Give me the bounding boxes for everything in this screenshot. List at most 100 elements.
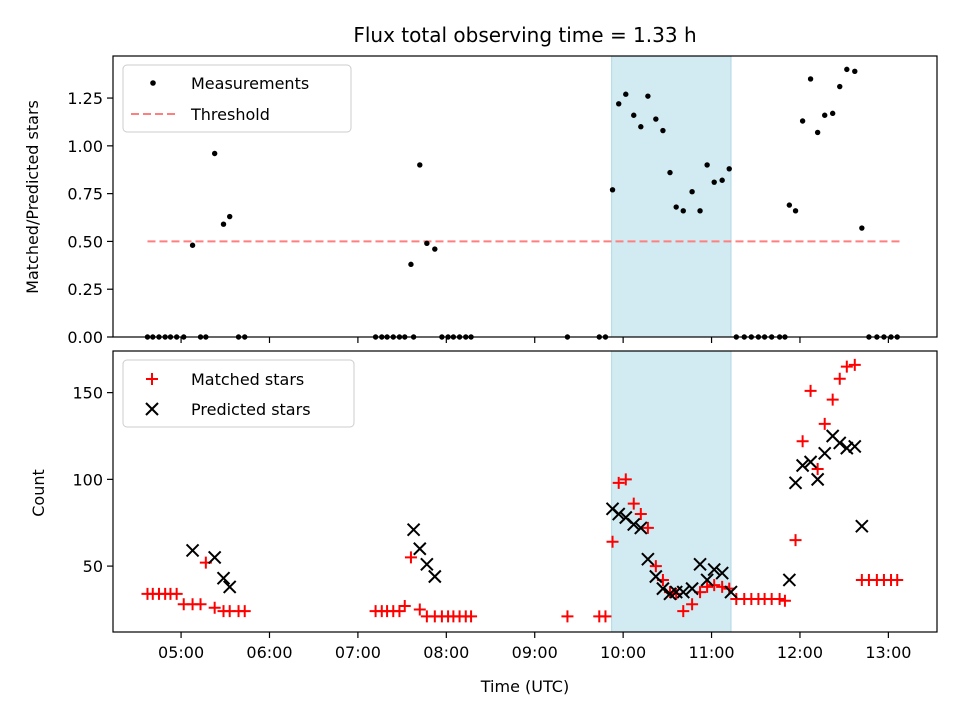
data-point: [719, 177, 725, 183]
data-point: [606, 535, 619, 548]
y-tick-label: 0.50: [67, 232, 103, 251]
data-point: [599, 610, 612, 623]
y-tick-label: 0.00: [67, 328, 103, 347]
data-point: [829, 110, 836, 117]
data-point: [680, 208, 686, 214]
x-tick-label: 10:00: [600, 643, 646, 662]
data-point: [724, 585, 738, 599]
x-tick-label: 09:00: [512, 643, 558, 662]
data-point: [216, 571, 231, 585]
data-point: [220, 221, 227, 227]
data-point: [789, 534, 802, 547]
data-point: [822, 112, 828, 118]
data-point: [211, 150, 218, 157]
legend-threshold-label: Threshold: [190, 105, 270, 124]
legend-predicted-label: Predicted stars: [191, 400, 311, 419]
data-point: [844, 66, 850, 73]
y-tick-label: 0.75: [67, 185, 103, 204]
data-point: [227, 213, 233, 220]
data-point: [833, 436, 847, 450]
data-point: [837, 83, 843, 90]
data-point: [612, 476, 625, 489]
top-panel: Flux total observing time = 1.33 h Match…: [23, 23, 938, 347]
data-point: [778, 594, 791, 607]
data-point: [424, 240, 430, 247]
data-point: [792, 208, 799, 214]
legend-box: [122, 359, 355, 428]
data-point: [465, 610, 478, 623]
data-point: [803, 455, 818, 469]
data-point: [814, 129, 821, 136]
data-point: [420, 557, 434, 572]
data-point: [189, 242, 196, 248]
top-plot-area: 0.00 0.25 0.50 0.75 1.00 1.25: [67, 55, 938, 347]
data-point: [238, 605, 251, 618]
data-point: [428, 569, 442, 584]
y-tick-label: 100: [72, 470, 103, 489]
data-point: [796, 435, 809, 448]
data-point: [848, 439, 862, 454]
data-point: [634, 508, 647, 521]
data-point: [677, 605, 690, 618]
x-axis-label: Time (UTC): [480, 677, 569, 696]
data-point: [693, 557, 707, 572]
data-point: [773, 593, 786, 606]
x-tick-label: 06:00: [246, 643, 292, 662]
data-point: [726, 166, 732, 172]
y-tick-label: 150: [72, 384, 103, 403]
y-tick-label: 50: [83, 557, 103, 576]
data-point: [686, 598, 699, 611]
data-point: [638, 124, 644, 130]
bottom-plot-area: 50 100 150 05:00 06:00 07:00 08:00 09:00 10:00 11…: [72, 350, 938, 662]
bottom-legend: Matched stars Predicted stars: [122, 359, 355, 428]
x-tick-label: 13:00: [865, 643, 911, 662]
data-point: [833, 372, 846, 385]
data-point: [811, 462, 824, 475]
data-point: [676, 585, 690, 599]
data-point: [818, 446, 832, 461]
data-point: [715, 566, 729, 580]
data-point: [711, 179, 717, 185]
data-point: [788, 476, 803, 490]
bottom-panel: Count Time (UTC) 50 100 150 05:00 06:00 07:00…: [29, 350, 938, 696]
data-point: [417, 162, 423, 168]
data-point: [653, 116, 659, 122]
data-point: [707, 562, 721, 577]
data-point: [627, 497, 640, 510]
legend-measurements-label: Measurements: [191, 74, 309, 93]
data-point: [795, 458, 810, 473]
data-point: [673, 204, 679, 210]
data-point: [616, 101, 622, 107]
x-tick-label: 07:00: [335, 643, 381, 662]
data-point: [660, 127, 666, 134]
data-point: [804, 384, 817, 397]
data-point: [645, 93, 651, 99]
y-tick-label: 0.25: [67, 280, 103, 299]
legend-matched-label: Matched stars: [191, 370, 304, 389]
data-point: [891, 573, 904, 586]
data-point: [782, 573, 797, 587]
y-axis-label: Count: [29, 469, 48, 517]
data-point: [561, 610, 574, 623]
data-point: [704, 162, 710, 168]
data-point: [208, 601, 221, 614]
data-point: [855, 519, 869, 533]
data-point: [207, 550, 222, 565]
data-point: [689, 189, 695, 195]
axes-frame: [112, 55, 938, 338]
data-point: [641, 521, 654, 534]
axes-frame: [112, 350, 938, 633]
legend-box: [122, 64, 352, 133]
x-tick-label: 12:00: [777, 643, 823, 662]
data-point: [799, 118, 806, 124]
shaded-interval: [611, 350, 732, 633]
legend-predicted-marker: [145, 402, 159, 416]
shaded-interval: [611, 55, 732, 338]
data-point: [408, 261, 414, 268]
data-point: [649, 560, 662, 573]
data-point: [852, 68, 858, 74]
data-point: [609, 187, 616, 193]
data-point: [826, 393, 839, 406]
data-point: [840, 360, 853, 373]
data-point: [697, 208, 703, 214]
